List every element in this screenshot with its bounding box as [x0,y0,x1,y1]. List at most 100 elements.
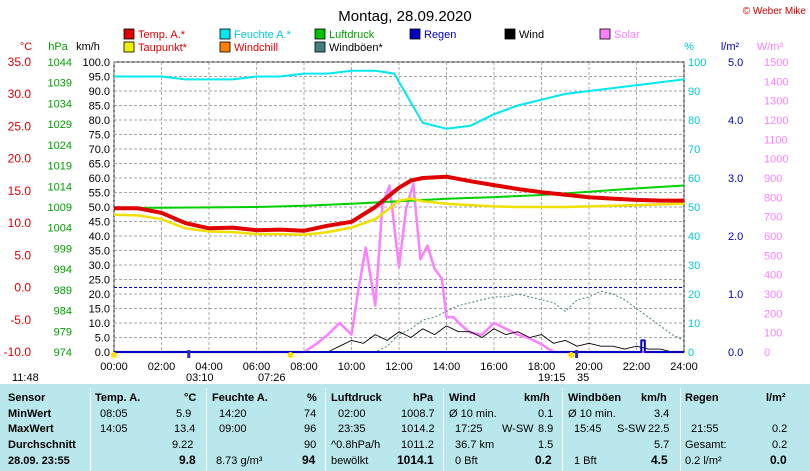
series-taupunkt [113,197,685,236]
tick-wind: 60.0 [89,173,110,185]
pressure-status: bewölkt [331,455,369,467]
legend-swatch [409,28,421,40]
tick-solar: 800 [764,192,782,204]
tick-temp: -5.0 [10,313,31,327]
axis-ticks: 35.0 30.0 25.0 20.0 15.0 10.0 5.0 0.0 -5.0 -10.0 1… [4,55,789,373]
wind-max-time: 17:25 [455,423,483,435]
tick-solar: 1200 [764,115,788,127]
event-markers: 11:48 03:10 07:26 19:15 35 [12,350,589,384]
tick-x: 22:00 [623,361,651,373]
gust-min-label: Ø 10 min. [568,408,616,420]
legend-swatch [314,41,326,53]
temp-header: Temp. A. [95,392,141,404]
legend-label: Wind [519,29,544,41]
tick-wind: 20.0 [89,289,110,301]
rain-current-label: 0.2 l/m² [685,455,722,467]
tick-wind: 65.0 [89,159,110,171]
tick-solar: 1500 [764,57,788,69]
tick-solar: 0 [764,347,770,359]
tick-x: 10:00 [338,361,366,373]
tick-rain: 5.0 [728,57,743,69]
legend-swatch [219,41,231,53]
pressure-current: 1014.1 [397,453,434,467]
tick-humidity: 50 [688,202,700,214]
axis-unit-labels: °C hPa km/h% l/m² W/m² [20,41,784,53]
axis-unit-solar: W/m² [757,41,784,53]
axis-unit-pressure: hPa [48,41,68,53]
moon-marker [187,350,191,358]
tick-wind: 80.0 [89,115,110,127]
tick-pressure: 984 [54,306,72,318]
tick-wind: 95.0 [89,72,110,84]
rain-max-time: 21:55 [691,423,719,435]
tick-solar: 100 [764,328,782,340]
tick-wind: 70.0 [89,144,110,156]
tick-wind: 10.0 [89,318,110,330]
tick-humidity: 30 [688,260,700,272]
tick-solar: 1300 [764,96,788,108]
tick-rain: 2.0 [728,231,743,243]
wind-unit: km/h [524,392,550,404]
sun-marker [111,352,117,358]
row-label-max: MaxWert [8,423,54,435]
tick-solar: 1100 [764,134,788,146]
tick-wind: 30.0 [89,260,110,272]
humidity-unit: % [307,392,317,404]
series-temp-a [114,174,684,233]
legend-label: Regen [424,29,456,41]
tick-pressure: 994 [54,264,72,276]
wind-min: 0.1 [538,408,554,420]
legend-label: Luftdruck [329,29,375,41]
sun-marker [287,352,294,358]
gust-min: 3.4 [654,408,670,420]
tick-x: 16:00 [480,361,508,373]
rain-current: 0.0 [770,453,787,467]
tick-wind: 25.0 [89,275,110,287]
tick-pressure: 1024 [48,140,72,152]
row-label-current: 28.09. 23:55 [8,455,70,467]
marker-label: 35 [577,372,589,384]
tick-wind: 50.0 [89,202,110,214]
legend-label: Feuchte A.* [234,29,292,41]
rain-total: 0.2 [772,439,788,451]
tick-wind: 40.0 [89,231,110,243]
tick-pressure: 989 [54,285,72,297]
axis-unit-rain: l/m² [721,41,740,53]
weather-chart: Montag, 28.09.2020 © Weber Mike Temp. A.… [4,6,807,384]
marker-label: 03:10 [186,372,214,384]
tick-solar: 700 [764,212,782,224]
tick-wind: 15.0 [89,304,110,316]
axis-unit-wind: km/h [76,41,100,53]
tick-pressure: 1019 [48,161,72,173]
gust-current: 4.5 [651,453,668,467]
tick-temp: 30.0 [8,87,32,101]
tick-wind: 100.0 [82,57,110,69]
tick-humidity: 100 [688,57,706,69]
tick-temp: 0.0 [14,281,31,295]
tick-wind: 75.0 [89,130,110,142]
wind-header: Wind [449,392,476,404]
gust-avg: 5.7 [654,439,670,451]
tick-rain: 0.0 [728,347,743,359]
pressure-trend-label: ^0.8hPa/h [331,439,381,451]
legend-label: Windböen* [329,42,384,54]
wind-distance: 36.7 km [455,439,495,451]
series-regen [114,339,684,353]
tick-solar: 400 [764,270,782,282]
tick-x: 04:00 [195,361,223,373]
tick-pressure: 1034 [48,98,72,110]
tick-x: 00:00 [100,361,128,373]
tick-x: 20:00 [575,361,603,373]
tick-wind: 55.0 [89,188,110,200]
legend-swatch [219,28,231,40]
tick-pressure: 1029 [48,119,72,131]
legend-label: Temp. A.* [138,29,186,41]
wind-current: 0.2 [535,453,552,467]
moon-marker [575,350,579,358]
tick-humidity: 40 [688,231,700,243]
legend-swatch [599,28,611,40]
tick-x: 18:00 [528,361,556,373]
humidity-min-time: 14:20 [219,408,247,420]
legend-label: Solar [614,29,640,41]
tick-humidity: 20 [688,289,700,301]
